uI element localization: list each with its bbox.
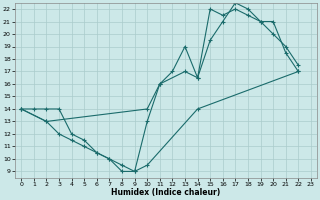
X-axis label: Humidex (Indice chaleur): Humidex (Indice chaleur) xyxy=(111,188,221,197)
